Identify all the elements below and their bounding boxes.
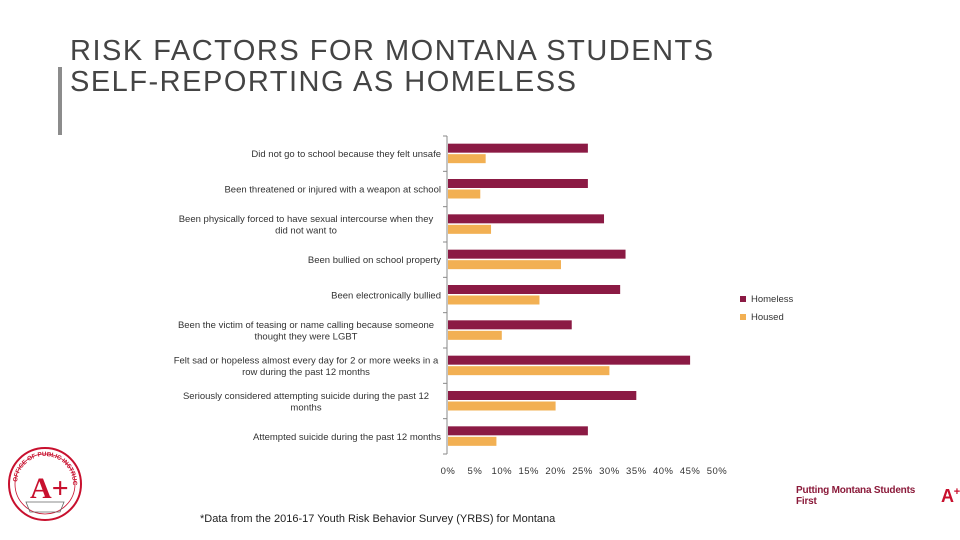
category-label-8: Seriously considered attempting suicide … xyxy=(183,391,429,414)
x-tick-label: 25% xyxy=(572,466,593,477)
legend-item-housed: Housed xyxy=(740,308,793,326)
x-tick-label: 5% xyxy=(468,466,483,477)
x-tick-label: 35% xyxy=(626,466,647,477)
x-tick-label: 10% xyxy=(492,466,513,477)
category-label-3: Been physically forced to have sexual in… xyxy=(179,214,434,237)
bar-housed-4 xyxy=(448,260,561,270)
bar-housed-8 xyxy=(448,401,556,411)
bar-housed-3 xyxy=(448,224,492,234)
bar-housed-7 xyxy=(448,366,610,376)
category-label-5: Been electronically bullied xyxy=(331,291,441,302)
montana-brand-logo: Putting Montana Students First A+ xyxy=(796,485,960,507)
footnote: *Data from the 2016-17 Youth Risk Behavi… xyxy=(200,513,556,525)
title-line-2: SELF-REPORTING AS HOMELESS xyxy=(70,66,578,98)
bar-homeless-8 xyxy=(448,391,637,400)
aplus-icon: A+ xyxy=(940,485,960,506)
bar-housed-9 xyxy=(448,436,497,446)
bar-homeless-9 xyxy=(448,426,588,436)
x-tick-label: 30% xyxy=(599,466,620,477)
bar-housed-5 xyxy=(448,295,540,305)
bar-homeless-1 xyxy=(448,143,588,153)
bar-homeless-5 xyxy=(448,285,621,294)
legend-swatch-homeless xyxy=(740,296,746,302)
opi-logo-mark: A+ xyxy=(30,472,69,505)
opi-logo: OFFICE OF PUBLIC INSTRUCTION A+ xyxy=(2,435,86,537)
chart-legend: Homeless Housed xyxy=(740,290,793,326)
title-accent-bar xyxy=(58,67,62,135)
x-tick-label: 50% xyxy=(707,466,728,477)
category-label-9: Attempted suicide during the past 12 mon… xyxy=(253,432,441,443)
bar-homeless-3 xyxy=(448,214,605,224)
legend-label-homeless: Homeless xyxy=(751,293,794,305)
page-title: RISK FACTORS FOR MONTANA STUDENTS SELF-R… xyxy=(70,36,715,98)
bar-housed-6 xyxy=(448,330,502,340)
category-label-4: Been bullied on school property xyxy=(308,255,441,266)
x-tick-label: 40% xyxy=(653,466,674,477)
bar-homeless-2 xyxy=(448,179,588,188)
bar-housed-2 xyxy=(448,189,481,199)
x-tick-label: 20% xyxy=(545,466,566,477)
category-label-2: Been threatened or injured with a weapon… xyxy=(224,185,441,196)
legend-swatch-housed xyxy=(740,314,746,320)
x-tick-label: 15% xyxy=(518,466,539,477)
bar-homeless-6 xyxy=(448,320,572,330)
bar-homeless-4 xyxy=(448,249,626,259)
bar-housed-1 xyxy=(448,154,486,164)
x-tick-label: 0% xyxy=(441,466,456,477)
category-label-7: Felt sad or hopeless almost every day fo… xyxy=(174,355,439,378)
legend-item-homeless: Homeless xyxy=(740,290,793,308)
bar-homeless-7 xyxy=(448,355,691,365)
x-tick-label: 45% xyxy=(680,466,701,477)
brand-tagline: Putting Montana Students First xyxy=(796,485,916,507)
title-line-1: RISK FACTORS FOR MONTANA STUDENTS xyxy=(70,35,715,67)
legend-label-housed: Housed xyxy=(751,311,784,323)
category-label-6: Been the victim of teasing or name calli… xyxy=(178,320,434,343)
category-label-1: Did not go to school because they felt u… xyxy=(251,149,441,160)
